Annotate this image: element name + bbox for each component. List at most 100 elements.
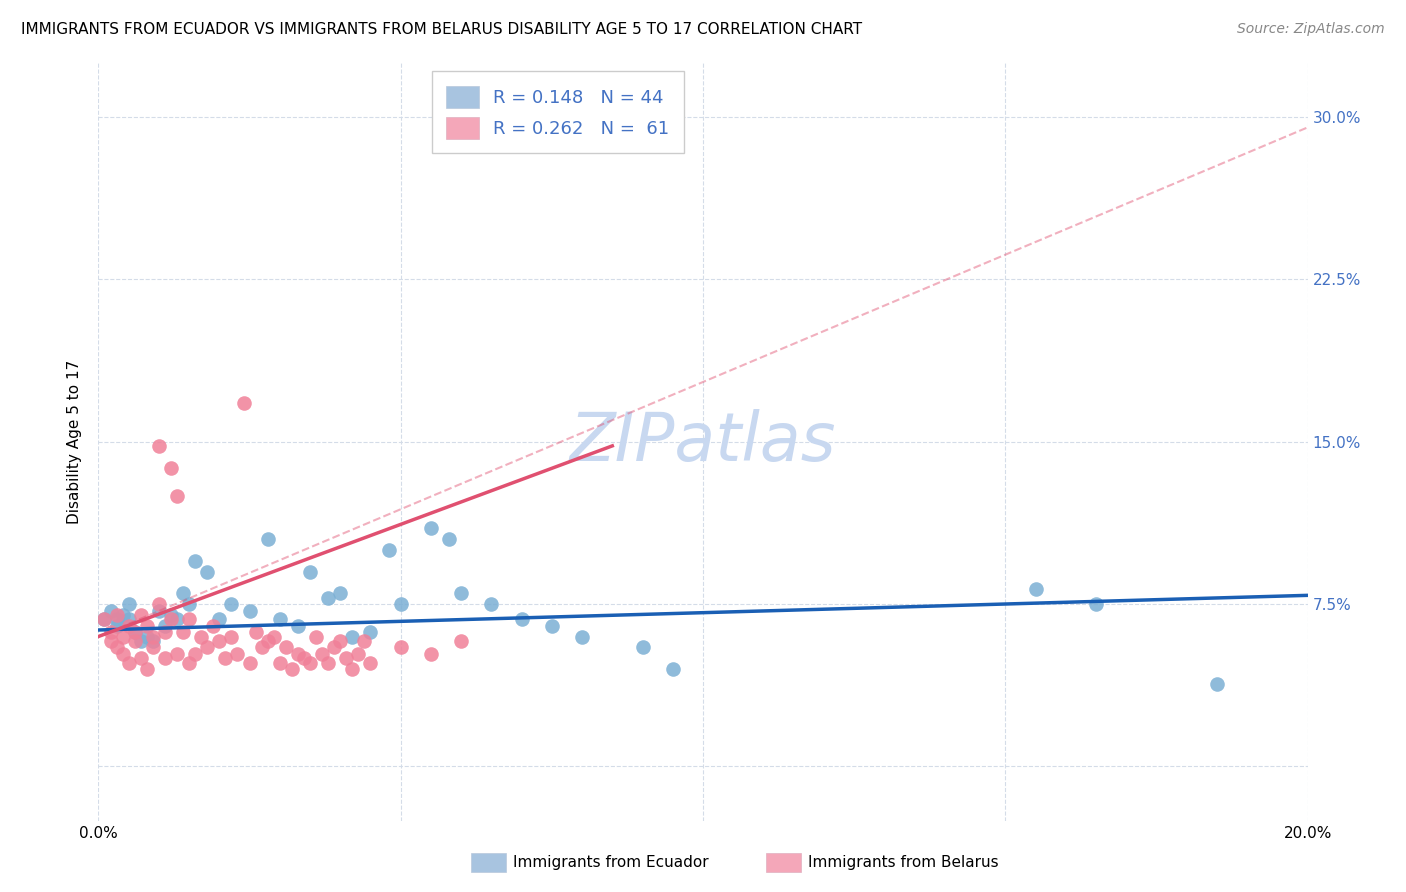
- Point: [166, 489, 188, 503]
- Point: [166, 647, 188, 661]
- Point: [135, 630, 157, 644]
- Text: Source: ZipAtlas.com: Source: ZipAtlas.com: [1237, 22, 1385, 37]
- Point: [1206, 677, 1229, 691]
- Point: [179, 656, 201, 670]
- Point: [160, 612, 183, 626]
- Point: [323, 640, 346, 655]
- Point: [329, 633, 352, 648]
- Point: [202, 618, 225, 632]
- Point: [221, 597, 243, 611]
- Point: [292, 651, 315, 665]
- Point: [232, 395, 254, 409]
- Point: [540, 618, 562, 632]
- Point: [342, 630, 364, 644]
- Point: [1024, 582, 1046, 596]
- Point: [160, 460, 183, 475]
- Point: [148, 439, 170, 453]
- Point: [124, 625, 146, 640]
- Text: ZIPatlas: ZIPatlas: [569, 409, 837, 475]
- Point: [316, 656, 339, 670]
- Point: [124, 625, 146, 640]
- Point: [274, 640, 297, 655]
- Point: [148, 603, 170, 617]
- Point: [135, 662, 157, 676]
- Point: [111, 607, 134, 622]
- Point: [118, 656, 141, 670]
- Point: [118, 618, 141, 632]
- Point: [481, 597, 503, 611]
- Point: [256, 633, 278, 648]
- Point: [226, 647, 249, 661]
- Text: Immigrants from Belarus: Immigrants from Belarus: [808, 855, 1000, 870]
- Point: [263, 630, 285, 644]
- Point: [389, 640, 412, 655]
- Point: [172, 586, 194, 600]
- Point: [450, 586, 472, 600]
- Point: [1085, 597, 1108, 611]
- Point: [221, 630, 243, 644]
- Point: [195, 640, 218, 655]
- Y-axis label: Disability Age 5 to 17: Disability Age 5 to 17: [67, 359, 83, 524]
- Point: [129, 607, 152, 622]
- Point: [166, 612, 188, 626]
- Point: [153, 625, 176, 640]
- Point: [256, 532, 278, 546]
- Point: [510, 612, 533, 626]
- Point: [153, 651, 176, 665]
- Point: [299, 656, 322, 670]
- Point: [184, 554, 207, 568]
- Point: [105, 607, 128, 622]
- Point: [347, 647, 370, 661]
- Point: [160, 607, 183, 622]
- Point: [250, 640, 273, 655]
- Point: [420, 521, 443, 535]
- Point: [118, 612, 141, 626]
- Point: [105, 618, 128, 632]
- Point: [353, 633, 375, 648]
- Point: [124, 633, 146, 648]
- Point: [287, 618, 309, 632]
- Point: [360, 625, 382, 640]
- Point: [287, 647, 309, 661]
- Point: [111, 630, 134, 644]
- Point: [105, 612, 128, 626]
- Point: [118, 597, 141, 611]
- Text: Immigrants from Ecuador: Immigrants from Ecuador: [513, 855, 709, 870]
- Point: [184, 647, 207, 661]
- Point: [129, 633, 152, 648]
- Point: [420, 647, 443, 661]
- Point: [142, 640, 165, 655]
- Point: [214, 651, 236, 665]
- Point: [142, 633, 165, 648]
- Point: [389, 597, 412, 611]
- Point: [93, 612, 115, 626]
- Point: [153, 618, 176, 632]
- Point: [105, 640, 128, 655]
- Point: [148, 597, 170, 611]
- Point: [208, 633, 231, 648]
- Point: [100, 603, 122, 617]
- Point: [190, 630, 212, 644]
- Point: [316, 591, 339, 605]
- Point: [100, 625, 122, 640]
- Point: [179, 612, 201, 626]
- Point: [269, 656, 291, 670]
- Point: [239, 603, 262, 617]
- Point: [172, 625, 194, 640]
- Point: [245, 625, 267, 640]
- Point: [281, 662, 304, 676]
- Point: [661, 662, 683, 676]
- Point: [111, 647, 134, 661]
- Point: [129, 651, 152, 665]
- Point: [305, 630, 328, 644]
- Point: [269, 612, 291, 626]
- Point: [179, 597, 201, 611]
- Point: [93, 612, 115, 626]
- Point: [100, 633, 122, 648]
- Point: [571, 630, 593, 644]
- Point: [377, 542, 399, 557]
- Point: [135, 618, 157, 632]
- Point: [239, 656, 262, 670]
- Point: [299, 565, 322, 579]
- Point: [360, 656, 382, 670]
